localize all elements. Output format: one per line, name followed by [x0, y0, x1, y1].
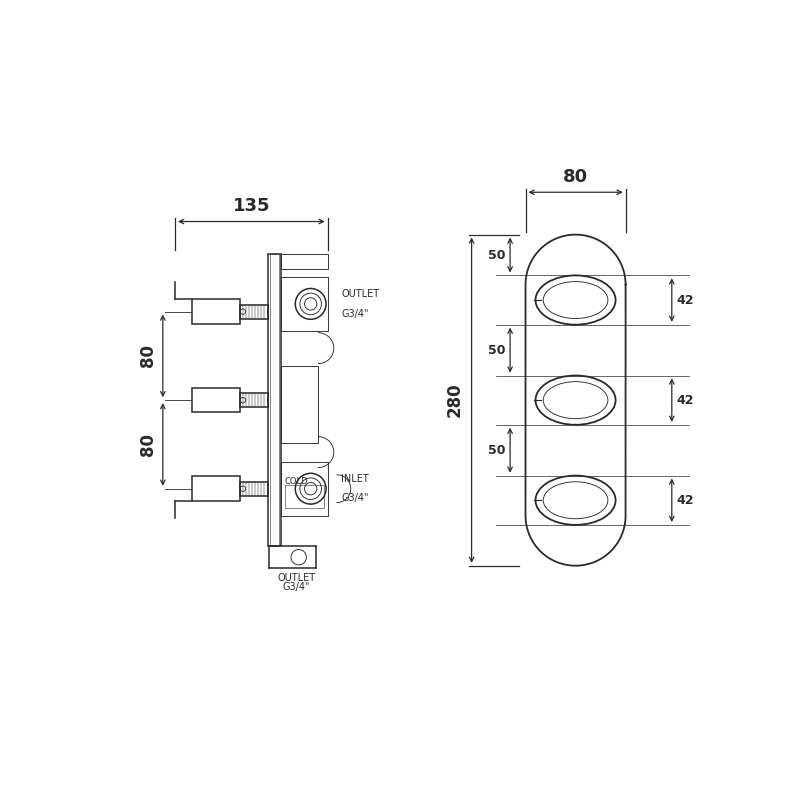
- Text: 42: 42: [677, 494, 694, 506]
- Bar: [192, 299, 240, 324]
- Text: COLD: COLD: [285, 477, 308, 486]
- Bar: [267, 254, 282, 546]
- Text: 80: 80: [139, 433, 158, 456]
- Bar: [282, 254, 328, 270]
- Text: 42: 42: [677, 294, 694, 306]
- Text: 80: 80: [139, 344, 158, 367]
- Bar: [240, 394, 267, 407]
- Text: G3/4": G3/4": [282, 582, 310, 592]
- Bar: [282, 277, 328, 331]
- Bar: [282, 366, 318, 442]
- Text: OUTLET: OUTLET: [278, 573, 315, 582]
- Text: 280: 280: [446, 383, 464, 418]
- Text: 50: 50: [488, 249, 506, 262]
- Text: INLET: INLET: [342, 474, 370, 484]
- Text: 135: 135: [233, 198, 270, 215]
- Text: G3/4": G3/4": [342, 494, 369, 503]
- Bar: [240, 305, 267, 318]
- Text: 80: 80: [563, 168, 588, 186]
- Text: OUTLET: OUTLET: [342, 290, 379, 299]
- Text: 50: 50: [488, 344, 506, 357]
- Bar: [286, 485, 324, 508]
- Bar: [192, 388, 240, 413]
- Bar: [240, 482, 267, 496]
- Bar: [270, 254, 279, 546]
- Text: 50: 50: [488, 444, 506, 457]
- Text: G3/4": G3/4": [342, 309, 369, 318]
- Text: 42: 42: [677, 394, 694, 406]
- Bar: [192, 476, 240, 501]
- Bar: [282, 462, 328, 516]
